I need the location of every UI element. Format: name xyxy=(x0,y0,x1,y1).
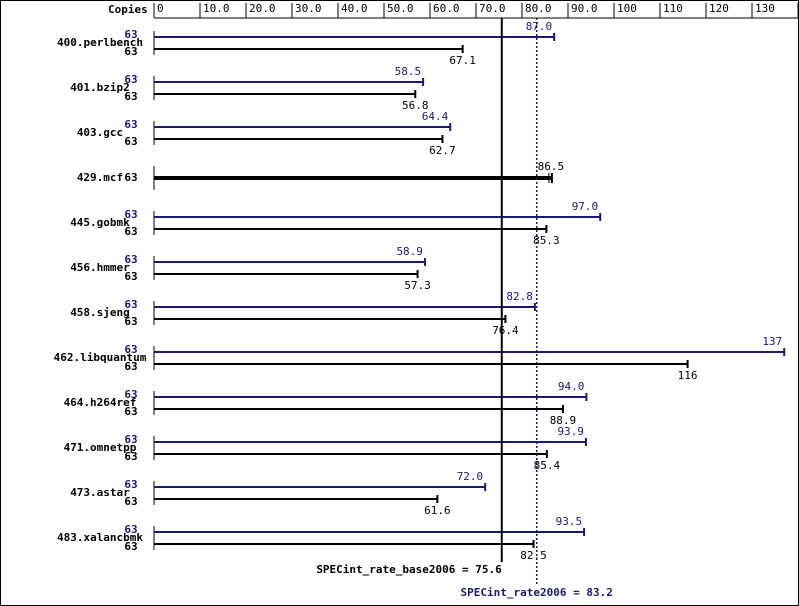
copies-label: 63 xyxy=(124,315,137,328)
x-tick-label: 130 xyxy=(755,2,775,15)
benchmark-label: 429.mcf xyxy=(77,171,123,184)
benchmark-label: 471.omnetpp xyxy=(64,441,137,454)
x-tick-label: 100 xyxy=(617,2,637,15)
benchmark-label: 458.sjeng xyxy=(70,306,130,319)
peak-value-label: 82.8 xyxy=(506,290,533,303)
copies-label: 63 xyxy=(124,298,137,311)
copies-label: 63 xyxy=(124,208,137,221)
base-value-label: 82.5 xyxy=(520,549,547,562)
benchmark-label: 473.astar xyxy=(70,486,130,499)
benchmark-label: 401.bzip2 xyxy=(70,81,130,94)
copies-label: 63 xyxy=(124,523,137,536)
benchmark-label: 403.gcc xyxy=(77,126,123,139)
x-tick-label: 20.0 xyxy=(249,2,276,15)
copies-label: 63 xyxy=(124,540,137,553)
x-tick-label: 40.0 xyxy=(341,2,368,15)
peak-value-label: 93.9 xyxy=(557,425,584,438)
copies-label: 63 xyxy=(124,73,137,86)
x-tick-label: 90.0 xyxy=(571,2,598,15)
base-value-label: 116 xyxy=(678,369,698,382)
x-tick-label: 10.0 xyxy=(203,2,230,15)
x-tick-label: 80.0 xyxy=(525,2,552,15)
copies-label: 63 xyxy=(124,270,137,283)
x-tick-label: 30.0 xyxy=(295,2,322,15)
copies-label: 63 xyxy=(124,135,137,148)
x-tick-label: 60.0 xyxy=(433,2,460,15)
peak-value-label: 72.0 xyxy=(457,470,484,483)
x-tick-label: 120 xyxy=(709,2,729,15)
copies-label: 63 xyxy=(124,360,137,373)
peak-value-label: 87.0 xyxy=(526,20,553,33)
base-value-label: 57.3 xyxy=(404,279,431,292)
copies-label: 63 xyxy=(124,495,137,508)
copies-label: 63 xyxy=(124,171,137,184)
benchmark-label: 464.h264ref xyxy=(64,396,137,409)
copies-label: 63 xyxy=(124,225,137,238)
base-value-label: 67.1 xyxy=(449,54,476,67)
peak-value-label: 93.5 xyxy=(556,515,583,528)
x-tick-label: 110 xyxy=(663,2,683,15)
copies-label: 63 xyxy=(124,118,137,131)
x-tick-label: 70.0 xyxy=(479,2,506,15)
reference-label: SPECint_rate2006 = 83.2 xyxy=(461,586,613,599)
benchmark-label: 462.libquantum xyxy=(54,351,147,364)
peak-value-label: 58.5 xyxy=(395,65,422,78)
copies-label: 63 xyxy=(124,253,137,266)
base-value-label: 86.5 xyxy=(538,160,565,173)
x-tick-label: 0 xyxy=(157,2,164,15)
benchmark-label: 400.perlbench xyxy=(57,36,143,49)
copies-label: 63 xyxy=(124,90,137,103)
base-value-label: 56.8 xyxy=(402,99,429,112)
copies-label: 63 xyxy=(124,405,137,418)
base-value-label: 88.9 xyxy=(550,414,577,427)
axis-title: Copies xyxy=(108,3,148,16)
copies-label: 63 xyxy=(124,45,137,58)
base-value-label: 76.4 xyxy=(492,324,519,337)
peak-value-label: 94.0 xyxy=(558,380,585,393)
base-value-label: 85.3 xyxy=(533,234,560,247)
peak-value-label: 97.0 xyxy=(572,200,599,213)
base-value-label: 85.4 xyxy=(534,459,561,472)
benchmark-label: 483.xalancbmk xyxy=(57,531,143,544)
base-value-label: 62.7 xyxy=(429,144,456,157)
reference-label: SPECint_rate_base2006 = 75.6 xyxy=(316,563,502,576)
copies-label: 63 xyxy=(124,388,137,401)
peak-value-label: 64.4 xyxy=(422,110,449,123)
copies-label: 63 xyxy=(124,433,137,446)
copies-label: 63 xyxy=(124,450,137,463)
benchmark-label: 456.hmmer xyxy=(70,261,130,274)
copies-label: 63 xyxy=(124,478,137,491)
benchmark-label: 445.gobmk xyxy=(70,216,130,229)
peak-value-label: 137 xyxy=(762,335,782,348)
base-value-label: 61.6 xyxy=(424,504,451,517)
peak-value-label: 58.9 xyxy=(396,245,423,258)
copies-label: 63 xyxy=(124,28,137,41)
x-tick-label: 50.0 xyxy=(387,2,414,15)
copies-label: 63 xyxy=(124,343,137,356)
